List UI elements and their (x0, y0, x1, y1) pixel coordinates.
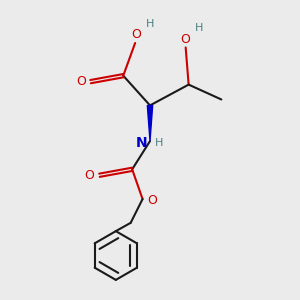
Text: O: O (85, 169, 94, 182)
Polygon shape (147, 105, 153, 141)
Text: H: H (195, 23, 203, 33)
Text: O: O (132, 28, 142, 41)
Text: O: O (76, 75, 86, 88)
Text: H: H (155, 138, 163, 148)
Text: O: O (181, 33, 190, 46)
Text: H: H (146, 19, 154, 29)
Text: N: N (136, 136, 148, 150)
Text: O: O (147, 194, 157, 207)
